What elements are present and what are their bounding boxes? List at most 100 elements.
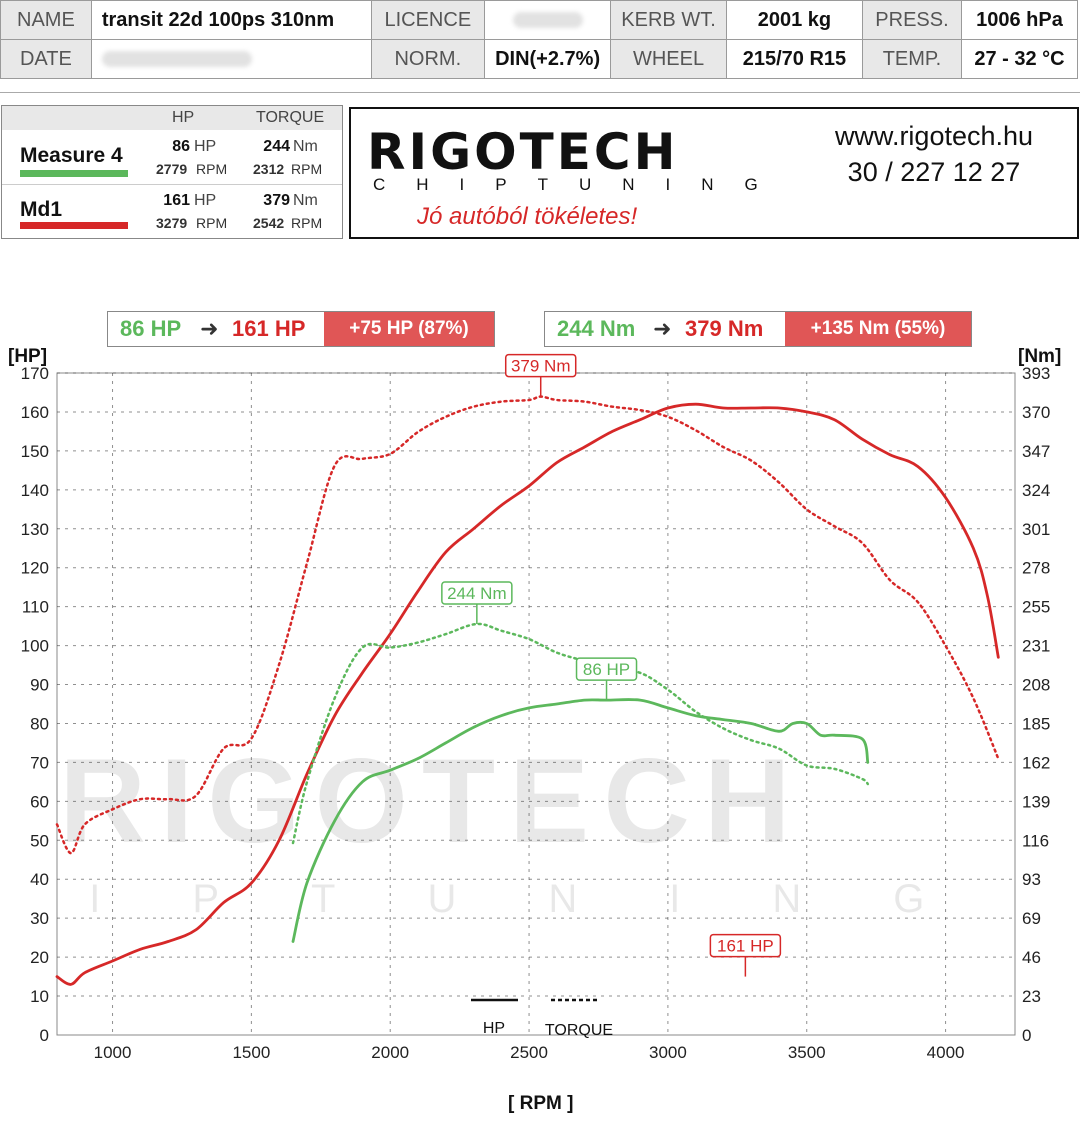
legend-torque-header: TORQUE xyxy=(256,109,325,126)
arrow-icon: ➜ xyxy=(653,316,672,341)
y-tick-label-right: 208 xyxy=(1022,676,1050,695)
y-tick-label-right: 46 xyxy=(1022,948,1041,967)
y-tick-label-left: 100 xyxy=(21,637,49,656)
legend-row-torque: 244 xyxy=(263,138,290,155)
chart-watermark: RIGOTECH CHIPTUNING xyxy=(0,734,1016,921)
x-tick-label: 1500 xyxy=(232,1043,270,1062)
hp-comparison-box: 86 HP ➜ 161 HP +75 HP (87%) xyxy=(107,311,495,347)
legend-row-color-bar xyxy=(20,222,128,229)
x-tick-label: 1000 xyxy=(94,1043,132,1062)
y-tick-label-left: 120 xyxy=(21,559,49,578)
legend-separator xyxy=(2,184,342,185)
legend-header: HP TORQUE xyxy=(2,106,342,130)
torque-after: 379 Nm xyxy=(685,316,764,341)
y-tick-label-right: 93 xyxy=(1022,870,1041,889)
y-tick-label-left: 160 xyxy=(21,403,49,422)
legend-row-hp-rpm: 2779 xyxy=(156,161,188,177)
wheel-label: WHEEL xyxy=(610,39,727,79)
legend-torque-label: TORQUE xyxy=(545,1022,613,1039)
watermark-word: RIGOTECH xyxy=(59,734,804,868)
curve-md1-torque xyxy=(55,395,1000,855)
torque-comparison-box: 244 Nm ➜ 379 Nm +135 Nm (55%) xyxy=(544,311,972,347)
plot-frame xyxy=(56,372,1016,1036)
date-label: DATE xyxy=(0,39,92,79)
y-tick-label-left: 130 xyxy=(21,520,49,539)
company-url: www.rigotech.hu xyxy=(834,121,1034,151)
hp-after: 161 HP xyxy=(232,316,306,341)
y-axis-right-label: [Nm] xyxy=(1018,346,1062,367)
vehicle-info-table: NAME transit 22d 100ps 310nm LICENCE KER… xyxy=(0,0,1079,79)
annotation-label: 244 Nm xyxy=(447,584,507,603)
y-tick-label-right: 162 xyxy=(1022,753,1050,772)
annotation-label: 379 Nm xyxy=(511,357,571,376)
legend-row-torque-unit: Nm xyxy=(293,192,318,209)
legend-row-torque-unit: Nm xyxy=(293,138,318,155)
wheel-value: 215/70 R15 xyxy=(725,39,863,79)
legend-row-rpm-unit: RPM xyxy=(291,161,323,177)
legend-hp-header: HP xyxy=(172,109,195,126)
arrow-icon: ➜ xyxy=(200,316,219,341)
kerb-value: 2001 kg xyxy=(725,0,863,40)
x-tick-label: 2000 xyxy=(371,1043,409,1062)
y-tick-label-left: 50 xyxy=(30,831,49,850)
x-tick-label: 3000 xyxy=(649,1043,687,1062)
y-tick-label-left: 20 xyxy=(30,948,49,967)
legend-row-torque: 379 xyxy=(263,192,290,209)
y-tick-label-left: 60 xyxy=(30,792,49,811)
watermark-subtitle: CHIPTUNING xyxy=(0,877,1016,921)
licence-value-blurred xyxy=(484,0,612,40)
logo-slogan: Jó autóból tökéletes! xyxy=(417,203,638,230)
temp-value: 27 - 32 °C xyxy=(960,39,1079,79)
legend-row-hp-rpm: 3279 xyxy=(156,215,188,231)
annotation-label: 161 HP xyxy=(717,937,774,956)
licence-label: LICENCE xyxy=(370,0,486,40)
y-tick-label-left: 80 xyxy=(30,714,49,733)
curve-measure-4-torque xyxy=(291,622,870,845)
legend-row-torque-rpm: 2542 xyxy=(253,215,285,231)
y-tick-label-left: 30 xyxy=(30,909,49,928)
annotation-box xyxy=(504,353,577,378)
kerb-label: KERB WT. xyxy=(610,0,727,40)
legend-row-rpm-unit: RPM xyxy=(291,215,323,231)
legend-row-hp: 161 xyxy=(163,192,190,209)
norm-label: NORM. xyxy=(370,39,486,79)
legend-row-rpm-unit: RPM xyxy=(196,161,228,177)
y-tick-label-right: 69 xyxy=(1022,909,1041,928)
annotation-box xyxy=(441,581,513,605)
y-tick-label-left: 0 xyxy=(40,1026,49,1045)
legend-row-color-bar xyxy=(20,170,128,177)
company-logo-box: RIGOTECH CHIPTUNING Jó autóból tökéletes… xyxy=(349,107,1079,239)
annotation-box xyxy=(709,933,782,958)
name-label: NAME xyxy=(0,0,92,40)
press-label: PRESS. xyxy=(861,0,962,40)
legend-row-name: Md1 xyxy=(20,198,62,221)
y-tick-label-right: 23 xyxy=(1022,987,1041,1006)
curve-md1-power xyxy=(55,402,1000,986)
y-tick-label-left: 110 xyxy=(22,598,49,617)
legend-row-torque-rpm: 2312 xyxy=(253,161,285,177)
y-tick-label-left: 140 xyxy=(21,481,49,500)
name-value: transit 22d 100ps 310nm xyxy=(90,0,372,40)
annotation-box xyxy=(575,657,638,681)
norm-value: DIN(+2.7%) xyxy=(484,39,612,79)
logo-wordmark: RIGOTECH xyxy=(367,123,679,181)
y-tick-label-right: 255 xyxy=(1022,598,1050,617)
y-tick-label-left: 90 xyxy=(30,676,49,695)
y-tick-label-right: 116 xyxy=(1022,831,1049,850)
y-tick-label-right: 0 xyxy=(1022,1026,1031,1045)
y-tick-label-right: 301 xyxy=(1022,520,1050,539)
hp-before: 86 HP xyxy=(120,316,182,341)
legend-row-hp: 86 xyxy=(172,138,190,155)
y-axis-left-label: [HP] xyxy=(8,346,48,367)
y-tick-label-left: 150 xyxy=(21,442,49,461)
legend-row-name: Measure 4 xyxy=(20,144,123,167)
logo-subtitle: CHIPTUNING xyxy=(373,175,789,194)
hp-gain-badge: +75 HP (87%) xyxy=(324,312,494,346)
y-tick-label-right: 185 xyxy=(1022,714,1050,733)
y-tick-label-left: 40 xyxy=(30,870,49,889)
x-tick-label: 2500 xyxy=(510,1043,548,1062)
y-tick-label-left: 70 xyxy=(30,753,49,772)
x-axis-label: [ RPM ] xyxy=(508,1093,574,1114)
company-phone: 30 / 227 12 27 xyxy=(847,157,1021,187)
y-tick-label-right: 324 xyxy=(1022,481,1050,500)
